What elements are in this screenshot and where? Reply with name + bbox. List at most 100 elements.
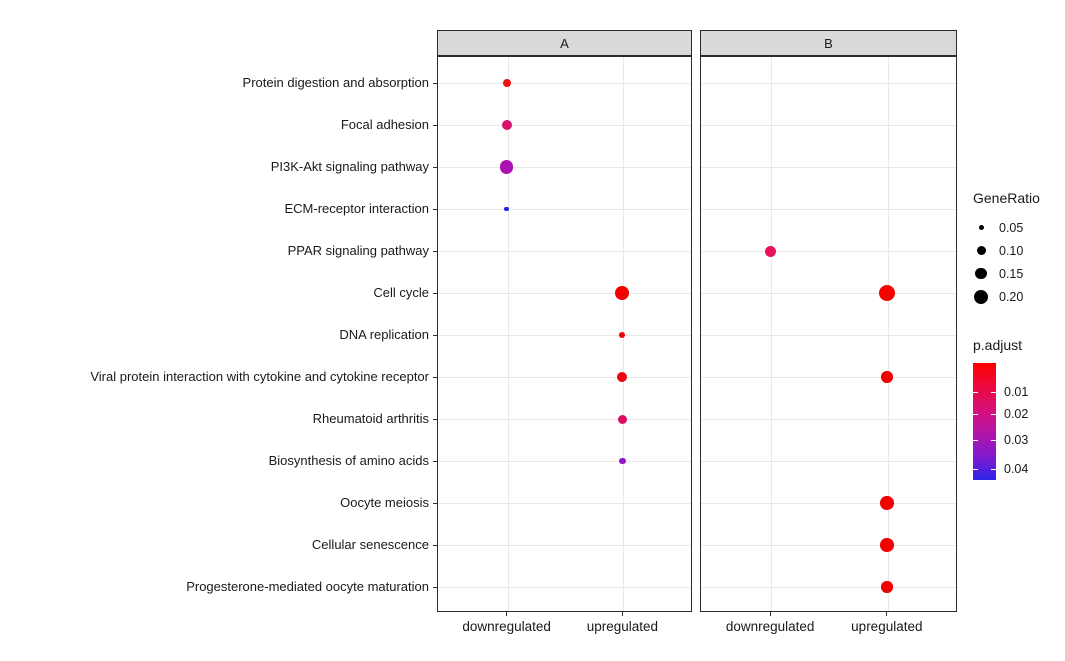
gene-ratio-legend-dot-wrap — [973, 225, 989, 230]
gene-ratio-legend-label: 0.10 — [999, 243, 1024, 258]
gridline-horizontal — [701, 461, 956, 462]
data-point-dot — [502, 79, 511, 87]
gene-ratio-legend-dot-wrap — [973, 246, 989, 255]
gridline-horizontal — [438, 587, 691, 588]
y-axis-label: ECM-receptor interaction — [284, 201, 430, 216]
gene-ratio-legend-dot — [976, 246, 986, 255]
data-point-dot — [501, 120, 512, 130]
gene-ratio-legend-entry: 0.05 — [973, 216, 1065, 239]
facet-panel — [700, 56, 957, 612]
p-adjust-colorbar-tick — [973, 439, 978, 441]
y-axis-label: Oocyte meiosis — [340, 495, 429, 510]
y-axis-tick — [433, 544, 437, 546]
y-axis-tick — [433, 586, 437, 588]
gene-ratio-legend-label: 0.20 — [999, 289, 1024, 304]
x-axis-label: upregulated — [851, 619, 923, 634]
gridline-horizontal — [438, 167, 691, 168]
y-axis-label: Viral protein interaction with cytokine … — [90, 369, 429, 384]
gridline-horizontal — [701, 587, 956, 588]
gene-ratio-legend-dot-wrap — [973, 267, 989, 280]
gene-ratio-legend-label: 0.15 — [999, 266, 1024, 281]
y-axis-label: Cellular senescence — [311, 537, 429, 552]
gridline-vertical — [888, 57, 889, 611]
data-point-dot — [615, 286, 630, 300]
y-axis-label: DNA replication — [339, 327, 429, 342]
x-axis-label: downregulated — [725, 619, 815, 634]
x-axis-label: upregulated — [586, 619, 659, 634]
gene-ratio-legend-dot-wrap — [973, 289, 989, 304]
y-axis-tick — [433, 502, 437, 504]
p-adjust-legend: p.adjust 0.01 0.02 0.03 0.04 — [973, 337, 1065, 480]
data-point-dot — [881, 371, 893, 383]
p-adjust-colorbar-tick — [973, 413, 978, 415]
p-adjust-legend-title: p.adjust — [973, 337, 1023, 353]
x-axis-label: downregulated — [462, 619, 551, 634]
data-point-dot — [880, 496, 894, 510]
p-adjust-colorbar-tick — [973, 468, 978, 470]
y-axis-tick — [433, 334, 437, 336]
gridline-horizontal — [701, 293, 956, 294]
y-axis-tick — [433, 208, 437, 210]
gene-ratio-legend-dot — [975, 267, 987, 280]
x-axis-tick — [886, 612, 888, 616]
gene-ratio-legend-entries: 0.05 0.10 0.15 0.20 — [973, 216, 1065, 308]
p-adjust-colorbar-tick — [991, 439, 996, 441]
y-axis-tick — [433, 376, 437, 378]
facet-strip: B — [700, 30, 957, 56]
p-adjust-colorbar-tick — [991, 468, 996, 470]
gridline-horizontal — [438, 83, 691, 84]
gridline-horizontal — [701, 83, 956, 84]
gene-ratio-legend-label: 0.05 — [999, 220, 1024, 235]
gene-ratio-legend: GeneRatio 0.05 0.10 0.15 0.20 — [973, 190, 1065, 308]
p-adjust-colorbar-label: 0.04 — [1004, 462, 1029, 477]
gridline-vertical — [771, 57, 772, 611]
gridline-horizontal — [701, 125, 956, 126]
data-point-dot — [619, 457, 626, 465]
gridline-horizontal — [701, 167, 956, 168]
y-axis-tick — [433, 250, 437, 252]
y-axis-tick — [433, 292, 437, 294]
data-point-dot — [878, 284, 896, 302]
data-point-dot — [619, 332, 626, 338]
gridline-horizontal — [438, 545, 691, 546]
y-axis-tick — [433, 460, 437, 462]
gene-ratio-legend-dot — [974, 289, 988, 304]
data-point-dot — [499, 160, 514, 174]
p-adjust-colorbar-tick — [991, 391, 996, 393]
data-point-dot — [617, 414, 627, 424]
gridline-horizontal — [701, 545, 956, 546]
gene-ratio-legend-dot — [978, 225, 984, 230]
gridline-horizontal — [701, 503, 956, 504]
gene-ratio-legend-entry: 0.15 — [973, 262, 1065, 285]
y-axis-tick — [433, 166, 437, 168]
x-axis-tick — [769, 612, 771, 616]
gridline-horizontal — [438, 293, 691, 294]
p-adjust-colorbar-label: 0.01 — [1004, 385, 1029, 400]
x-axis-tick — [621, 612, 623, 616]
facet-panel — [437, 56, 692, 612]
gridline-horizontal — [701, 419, 956, 420]
gridline-horizontal — [438, 251, 691, 252]
y-axis-tick — [433, 82, 437, 84]
p-adjust-colorbar-tick — [991, 413, 996, 415]
gridline-horizontal — [701, 335, 956, 336]
data-point-dot — [764, 245, 776, 257]
p-adjust-colorbar-tick — [973, 391, 978, 393]
data-point-dot — [881, 581, 893, 593]
gene-ratio-legend-entry: 0.20 — [973, 285, 1065, 308]
y-axis-label: Cell cycle — [373, 285, 429, 300]
data-point-dot — [880, 538, 894, 552]
data-point-dot — [617, 372, 628, 382]
y-axis-tick — [433, 418, 437, 420]
y-axis-label: Biosynthesis of amino acids — [268, 453, 429, 468]
y-axis-label: Rheumatoid arthritis — [312, 411, 429, 426]
y-axis-label: PI3K-Akt signaling pathway — [270, 159, 429, 174]
gridline-horizontal — [701, 251, 956, 252]
y-axis-label: Progesterone-mediated oocyte maturation — [186, 579, 429, 594]
facet-strip: A — [437, 30, 692, 56]
p-adjust-colorbar-label: 0.03 — [1004, 433, 1029, 448]
gridline-vertical — [508, 57, 509, 611]
y-axis-label: PPAR signaling pathway — [287, 243, 429, 258]
p-adjust-colorbar-label: 0.02 — [1004, 407, 1029, 422]
